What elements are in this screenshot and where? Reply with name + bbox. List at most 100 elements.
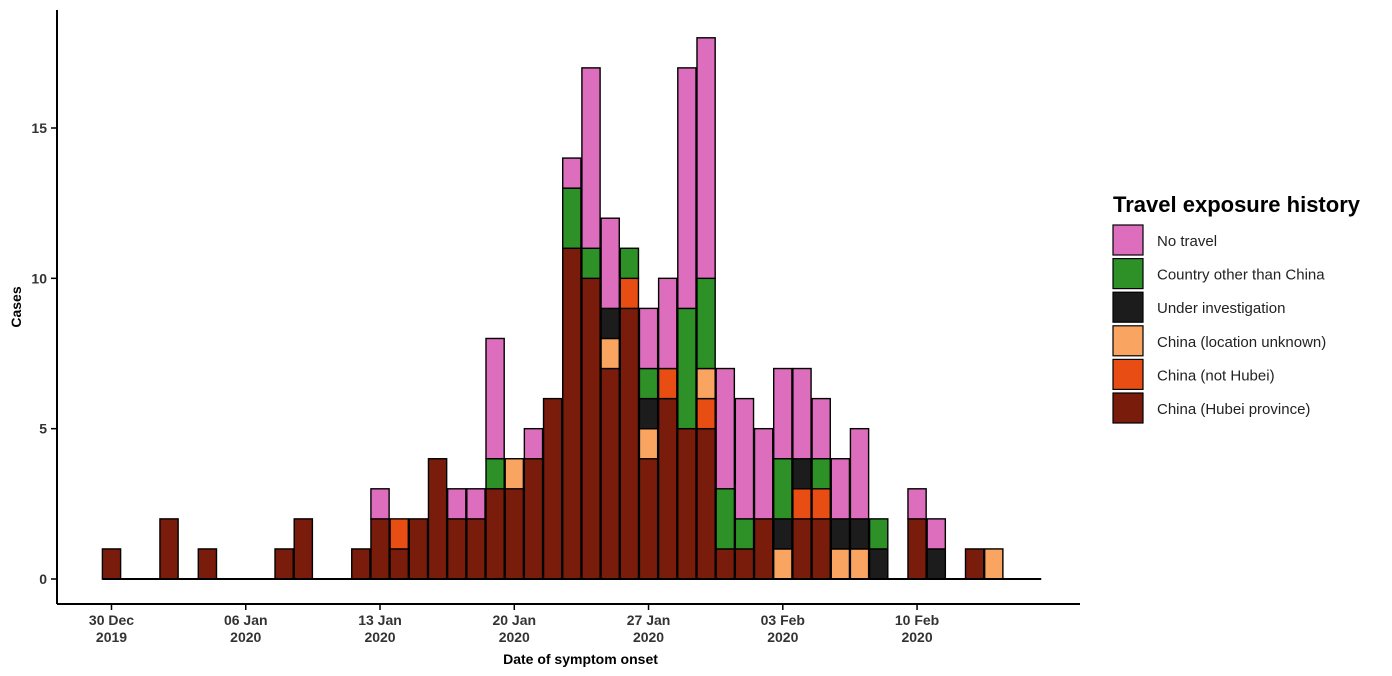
x-tick-label-year: 2019 bbox=[96, 629, 127, 645]
bar-segment bbox=[926, 518, 947, 550]
y-ticks: 0 5 10 15 bbox=[31, 120, 57, 587]
bar-segment bbox=[964, 548, 985, 580]
bar-segment bbox=[696, 397, 716, 430]
bar-segment bbox=[389, 548, 410, 580]
axes-layer bbox=[56, 10, 1080, 605]
bar-segment bbox=[907, 488, 927, 520]
bar-segment bbox=[562, 247, 582, 580]
bar-segment bbox=[197, 548, 218, 580]
bar-segment bbox=[619, 307, 640, 580]
bar-segment bbox=[792, 367, 812, 460]
bar-segment bbox=[792, 518, 812, 580]
x-tick-label-year: 2020 bbox=[364, 629, 395, 645]
y-tick-label: 10 bbox=[31, 270, 47, 286]
bar-segment bbox=[389, 518, 410, 550]
bar-segment bbox=[868, 548, 889, 580]
bar-segment bbox=[523, 458, 544, 580]
x-tick-label: 20 Jan bbox=[492, 612, 536, 628]
y-tick-label: 0 bbox=[39, 571, 47, 587]
bar-segment bbox=[638, 397, 659, 430]
bar-segment bbox=[715, 548, 736, 580]
legend-label: China (location unknown) bbox=[1157, 334, 1326, 351]
bar-segment bbox=[811, 458, 831, 490]
bar-segment bbox=[696, 37, 716, 280]
legend-label: Under investigation bbox=[1157, 300, 1285, 317]
bar-segment bbox=[101, 548, 122, 580]
bar-segment bbox=[370, 488, 390, 520]
x-axis-title: Date of symptom onset bbox=[503, 651, 658, 667]
legend-label: China (Hubei province) bbox=[1157, 401, 1310, 418]
bar-segment bbox=[581, 247, 601, 280]
x-tick-label-year: 2020 bbox=[767, 629, 798, 645]
bar-segment bbox=[715, 367, 736, 490]
bar-segment bbox=[638, 367, 659, 400]
x-tick-label: 10 Feb bbox=[895, 612, 939, 628]
bar-segment bbox=[773, 518, 793, 550]
bar-segment bbox=[849, 548, 870, 580]
bar-segment bbox=[849, 427, 870, 520]
bar-segment bbox=[159, 518, 179, 580]
legend-items: No travel Country other than China Under i… bbox=[1112, 224, 1326, 424]
bar-segment bbox=[926, 548, 947, 580]
bar-segment bbox=[504, 458, 525, 490]
bar-segment bbox=[830, 548, 851, 580]
bar-segment bbox=[274, 548, 294, 580]
bar-segment bbox=[677, 67, 697, 310]
bar-segment bbox=[696, 367, 716, 400]
y-axis-title: Cases bbox=[8, 286, 24, 327]
x-tick-label: 30 Dec bbox=[89, 612, 134, 628]
bar-segment bbox=[983, 548, 1004, 580]
bar-segment bbox=[773, 367, 793, 460]
bar-segment bbox=[370, 518, 390, 580]
x-tick-label-year: 2020 bbox=[633, 629, 664, 645]
bar-segment bbox=[677, 427, 697, 580]
bar-segment bbox=[753, 427, 774, 520]
bar-segment bbox=[600, 307, 620, 340]
y-tick-label: 5 bbox=[39, 421, 47, 437]
bar-segment bbox=[657, 277, 678, 370]
bar-segment bbox=[638, 307, 659, 370]
bar-segment bbox=[830, 458, 851, 520]
bar-segment bbox=[830, 518, 851, 550]
bar-segment bbox=[619, 247, 640, 280]
legend-key bbox=[1112, 358, 1144, 390]
bar-segment bbox=[849, 518, 870, 550]
legend-key bbox=[1112, 392, 1144, 424]
bar-segment bbox=[485, 488, 505, 580]
bar-segment bbox=[696, 427, 716, 580]
bar-segment bbox=[446, 488, 467, 520]
bar-segment bbox=[696, 277, 716, 370]
legend: Travel exposure history No travel Country… bbox=[1112, 192, 1361, 424]
bar-segment bbox=[293, 518, 314, 580]
bar-segment bbox=[715, 488, 736, 550]
bar-segment bbox=[562, 187, 582, 249]
x-tick-label: 27 Jan bbox=[627, 612, 671, 628]
bar-segment bbox=[581, 67, 601, 249]
bar-segment bbox=[600, 367, 620, 580]
bar-segment bbox=[351, 548, 371, 580]
bar-segment bbox=[734, 397, 755, 520]
bar-segment bbox=[446, 518, 467, 580]
legend-key bbox=[1112, 325, 1144, 357]
bar-segment bbox=[600, 217, 620, 310]
bar-segment bbox=[677, 307, 697, 430]
y-tick-label: 15 bbox=[31, 120, 47, 136]
bar-segment bbox=[638, 427, 659, 460]
bar-segment bbox=[600, 337, 620, 370]
bar-segment bbox=[562, 157, 582, 189]
bar-segment bbox=[523, 427, 544, 460]
legend-key bbox=[1112, 291, 1144, 323]
bar-segment bbox=[792, 488, 812, 520]
bar-segment bbox=[466, 488, 486, 520]
bar-segment bbox=[581, 277, 601, 580]
legend-title: Travel exposure history bbox=[1113, 192, 1361, 217]
bar-segment bbox=[408, 518, 429, 580]
bar-segment bbox=[811, 518, 831, 580]
bar-segment bbox=[427, 458, 448, 580]
bar-segment bbox=[907, 518, 927, 580]
bars-layer bbox=[101, 37, 1042, 580]
bar-segment bbox=[485, 458, 505, 490]
bar-segment bbox=[657, 367, 678, 400]
